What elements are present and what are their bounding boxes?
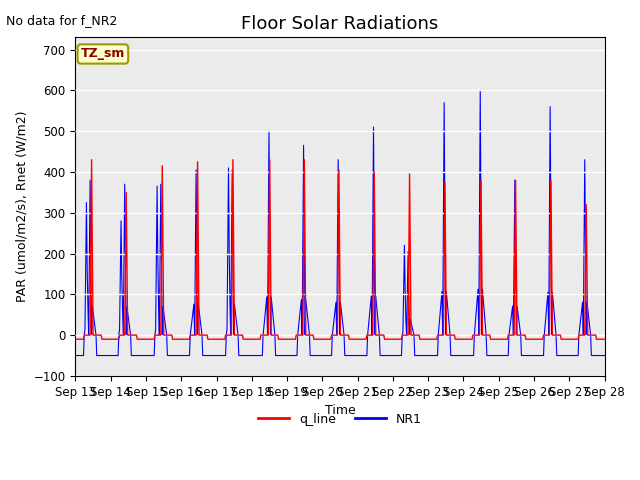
Legend: q_line, NR1: q_line, NR1	[253, 408, 427, 431]
Text: No data for f_NR2: No data for f_NR2	[6, 14, 118, 27]
Title: Floor Solar Radiations: Floor Solar Radiations	[241, 15, 438, 33]
Text: TZ_sm: TZ_sm	[81, 48, 125, 60]
Y-axis label: PAR (umol/m2/s), Rnet (W/m2): PAR (umol/m2/s), Rnet (W/m2)	[15, 111, 28, 302]
X-axis label: Time: Time	[324, 404, 355, 417]
